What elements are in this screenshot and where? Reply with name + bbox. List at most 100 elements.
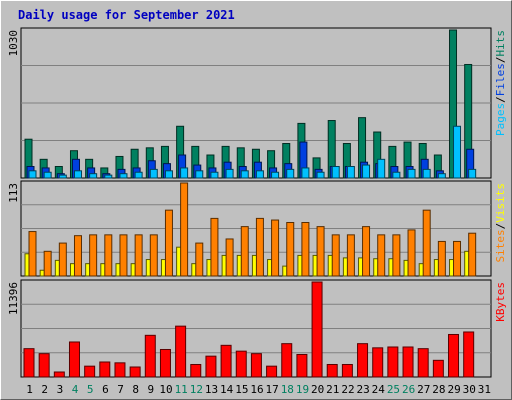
- sites-bar: [104, 234, 113, 277]
- x-tick-label: 28: [432, 383, 445, 396]
- x-tick-label: 8: [132, 383, 139, 396]
- x-tick-label: 29: [447, 383, 460, 396]
- pages-bar: [301, 167, 310, 179]
- x-tick-label: 21: [326, 383, 339, 396]
- pages-bar: [104, 174, 113, 179]
- sites-bar: [225, 238, 234, 277]
- legend-visits: Visits: [494, 183, 507, 223]
- legend-sites: Sites: [494, 229, 507, 262]
- sites-bar: [119, 234, 128, 277]
- kbytes-bar: [144, 334, 156, 378]
- x-tick-label: 14: [220, 383, 234, 396]
- kbytes-bar: [129, 366, 141, 378]
- sites-bar: [392, 234, 401, 277]
- kbytes-bar: [432, 359, 444, 378]
- kbytes-bar: [23, 348, 35, 378]
- sites-bar: [377, 234, 386, 277]
- kbytes-bar: [68, 341, 80, 378]
- pages-bar: [149, 168, 158, 179]
- x-tick-label: 23: [357, 383, 370, 396]
- kbytes-bar: [357, 343, 369, 378]
- sites-bar: [362, 226, 371, 277]
- kbytes-bar: [417, 348, 429, 378]
- x-tick-label: 1: [26, 383, 33, 396]
- panel-2-ymax-label: 113: [7, 183, 20, 203]
- x-tick-label: 19: [296, 383, 309, 396]
- sites-bar: [271, 219, 280, 277]
- x-tick-label: 20: [311, 383, 324, 396]
- x-tick-label: 4: [72, 383, 79, 396]
- panel-3-legend: KBytes: [494, 282, 507, 322]
- legend-pages: Pages: [494, 103, 507, 136]
- pages-bar: [119, 173, 128, 179]
- pages-bar: [73, 170, 82, 179]
- pages-bar: [392, 171, 401, 179]
- pages-bar: [210, 171, 219, 179]
- legend-sep: /: [494, 96, 507, 103]
- pages-bar: [240, 170, 249, 179]
- sites-bar: [195, 242, 204, 277]
- sites-bar: [164, 209, 173, 277]
- pages-bar: [164, 170, 173, 179]
- sites-bar: [453, 240, 462, 277]
- legend-hits: Hits: [494, 30, 507, 57]
- x-tick-label: 6: [102, 383, 109, 396]
- x-tick-label: 5: [87, 383, 94, 396]
- kbytes-bar: [205, 355, 217, 378]
- kbytes-bar: [296, 353, 308, 378]
- x-tick-label: 7: [117, 383, 124, 396]
- pages-bar: [58, 174, 67, 179]
- pages-bar: [89, 173, 98, 179]
- panel-1-ymax-label: 1030: [7, 30, 20, 57]
- panel-2-legend: Sites/Visits: [494, 183, 507, 263]
- legend-kbytes: KBytes: [494, 282, 507, 322]
- sites-bar: [240, 226, 249, 277]
- x-tick-label: 2: [41, 383, 48, 396]
- sites-bar: [134, 234, 143, 277]
- sites-bar: [286, 222, 295, 277]
- kbytes-bar: [402, 346, 414, 378]
- kbytes-bar: [53, 371, 65, 378]
- x-tick-label: 12: [190, 383, 203, 396]
- x-tick-label: 26: [402, 383, 415, 396]
- sites-bar: [28, 231, 37, 277]
- x-tick-label: 16: [250, 383, 263, 396]
- kbytes-bar: [341, 363, 353, 378]
- legend-sep: /: [494, 57, 507, 64]
- pages-bar: [437, 173, 446, 179]
- sites-bar: [437, 240, 446, 277]
- kbytes-bar: [372, 347, 384, 378]
- pages-bar: [271, 171, 280, 179]
- panel-3-ymax-label: 11396: [7, 282, 20, 315]
- x-tick-label: 11: [175, 383, 188, 396]
- kbytes-bar: [235, 350, 247, 378]
- kbytes-bar: [266, 365, 278, 378]
- pages-bar: [453, 125, 462, 179]
- kbytes-bar: [326, 363, 338, 378]
- sites-bar: [407, 229, 416, 277]
- pages-bar: [422, 168, 431, 179]
- pages-bar: [407, 168, 416, 179]
- legend-sep: /: [494, 223, 507, 230]
- sites-bar: [316, 226, 325, 277]
- pages-bar: [346, 166, 355, 179]
- sites-bar: [468, 232, 477, 277]
- x-tick-label: 22: [341, 383, 354, 396]
- x-tick-label: 25: [387, 383, 400, 396]
- sites-bar: [89, 234, 98, 277]
- kbytes-bar: [84, 365, 96, 378]
- x-tick-label: 3: [57, 383, 64, 396]
- x-tick-label: 18: [281, 383, 294, 396]
- x-tick-label: 30: [463, 383, 476, 396]
- x-tick-label: 27: [417, 383, 430, 396]
- kbytes-bar: [250, 353, 262, 378]
- pages-bar: [43, 171, 52, 179]
- sites-bar: [422, 209, 431, 277]
- kbytes-bar: [448, 333, 460, 378]
- x-tick-label: 31: [478, 383, 491, 396]
- pages-bar: [195, 170, 204, 179]
- kbytes-bar: [220, 344, 232, 378]
- sites-bar: [346, 234, 355, 277]
- kbytes-bar: [38, 353, 50, 378]
